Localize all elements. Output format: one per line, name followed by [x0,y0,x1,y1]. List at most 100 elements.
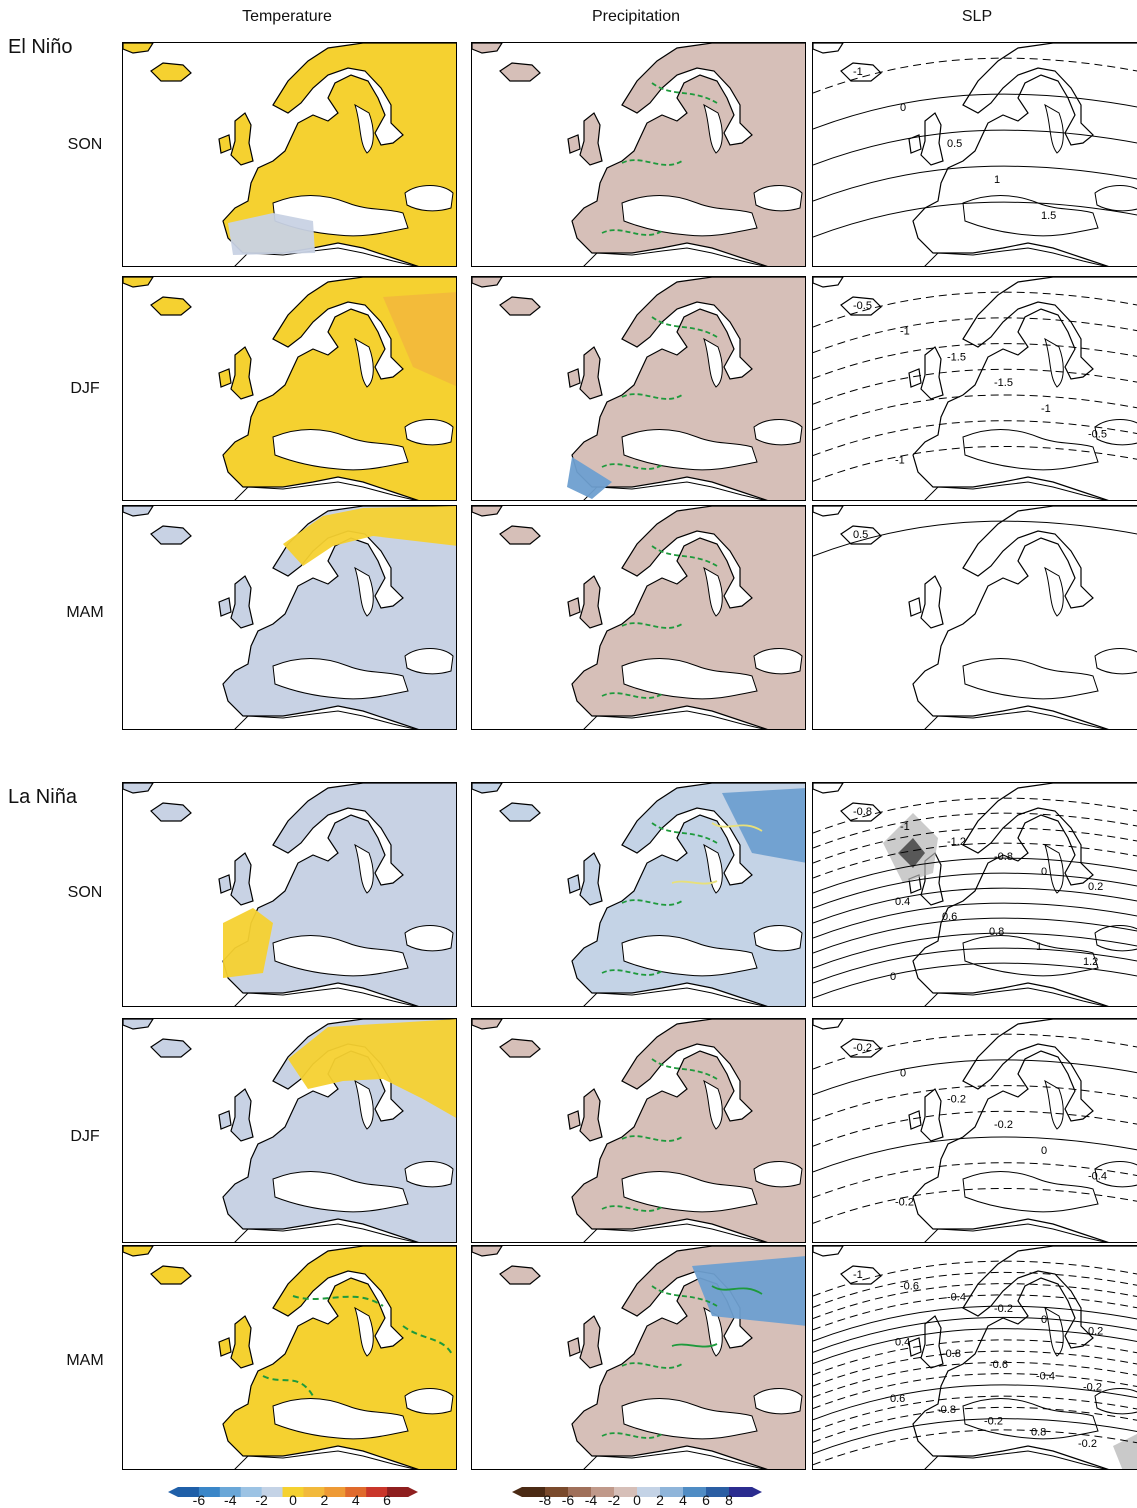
ireland-outline [908,368,922,388]
precipitation-colorbar-swatch [545,1487,569,1497]
sea-outline [753,648,803,675]
sea-outline [1094,419,1137,446]
greenland-outline [123,43,154,54]
britain-outline [579,852,603,906]
africa-coastline [924,1223,1107,1242]
africa-coastline [924,710,1107,729]
isobar-label: 0 [900,102,906,114]
temperature-colorbar-tick-label: -2 [255,1492,268,1508]
africa-coastline [583,987,766,1006]
africa-coastline [924,987,1107,1006]
sea-outline [1044,103,1064,154]
sea-outline [404,648,454,675]
precipitation-colorbar [512,1484,762,1502]
significance-contour [601,545,718,699]
significance-shading [1113,1434,1137,1469]
isobar-line [813,343,1137,379]
isobar-label: 0 [1041,1145,1047,1157]
sea-outline [753,925,803,952]
greenland-outline [813,277,844,288]
isobar-label: -0.8 [942,1348,961,1360]
isobar-line [813,1384,1137,1421]
iceland-outline [499,802,541,822]
isobar-label: 1.5 [1041,210,1056,222]
sea-outline [962,658,1099,700]
britain-outline [230,852,254,906]
isobar-line [813,520,1137,557]
temperature-colorbar-swatch [282,1487,304,1497]
precipitation-colorbar-tick-label: 4 [679,1492,687,1508]
sea-outline [404,1388,454,1415]
ireland-outline [567,368,581,388]
wet-anomaly-patch [567,457,612,499]
isobar-line [813,1136,1137,1173]
isobar-label: 0.4 [895,896,910,908]
isobar-label: -1 [853,1269,863,1281]
britain-outline [920,346,944,400]
sea-outline [703,843,723,894]
isobar-line [813,797,1137,834]
isobar-line [813,57,1137,94]
isobar-line [813,1316,1137,1353]
greenland-outline [123,277,154,288]
isobar-label: 0 [890,971,896,983]
precipitation-colorbar-low-arrow [512,1487,522,1497]
sea-outline [1094,925,1137,952]
britain-outline [579,575,603,629]
isobar-line [813,902,1137,939]
isobar-label: -1 [895,454,905,466]
isobar-line [813,1283,1137,1319]
isobar-label: -0.4 [1036,1370,1055,1382]
isobar-line [813,1260,1137,1297]
sea-outline [272,1171,409,1213]
row-label-elnino-djf: DJF [70,380,100,397]
significance-shading [898,838,925,868]
isobar-line [813,201,1137,238]
precipitation-colorbar-tick-label: -6 [561,1492,575,1508]
iceland-outline [840,525,882,545]
slp-map-elnino-mam: 0.5 [812,505,1137,730]
isobar-line [813,1162,1137,1199]
sea-outline [1094,1161,1137,1188]
precipitation-map-elnino-son [471,42,806,267]
iceland-outline [840,1265,882,1285]
temperature-colorbar-swatch [240,1487,263,1497]
temperature-colorbar-tick-label: -4 [224,1492,237,1508]
sea-outline [1094,648,1137,675]
isobar-label: 1 [1036,941,1042,953]
greenland-outline [813,43,844,54]
sea-outline [354,566,374,617]
africa-coastline [234,710,417,729]
sea-outline [703,337,723,388]
column-header-precipitation: Precipitation [591,8,681,25]
isobar-line [813,93,1137,130]
isobar-line [813,842,1137,879]
isobar-line [813,1305,1137,1342]
isobar-label: -0.8 [994,851,1013,863]
temperature-colorbar-swatch [198,1487,221,1497]
precipitation-colorbar-swatch [614,1487,638,1497]
isobar-line [813,1059,1137,1096]
significance-contour [601,316,718,470]
iceland-outline [150,1265,192,1285]
temperature-colorbar-swatch [387,1487,409,1497]
iceland-outline [840,802,882,822]
isobar-label: -1.2 [947,836,966,848]
isobar-label: -0.4 [1088,1171,1107,1183]
slp-map-lanina-mam: -1 -0.6 -0.4 -0.2 0 0.2 0.4 -0.8 -0.6 -0.4 -0.2 0.6… [812,1245,1137,1470]
isobar-line [813,1361,1137,1398]
isobar-line [813,317,1137,354]
isobar-label: -0.2 [853,1042,872,1054]
isobar-label: -0.2 [984,1415,1003,1427]
isobar-label: -0.8 [853,806,872,818]
britain-outline [230,346,254,400]
temperature-map-lanina-djf [122,1018,457,1243]
sea-outline [1044,566,1064,617]
precipitation-colorbar-tick-label: -4 [584,1492,598,1508]
isobar-label: -0.2 [895,1196,914,1208]
isobar-line [813,1406,1137,1443]
wet-anomaly-patch [722,788,805,863]
iceland-outline [840,296,882,316]
sea-outline [703,1079,723,1130]
warm-anomaly-patch [283,506,456,566]
